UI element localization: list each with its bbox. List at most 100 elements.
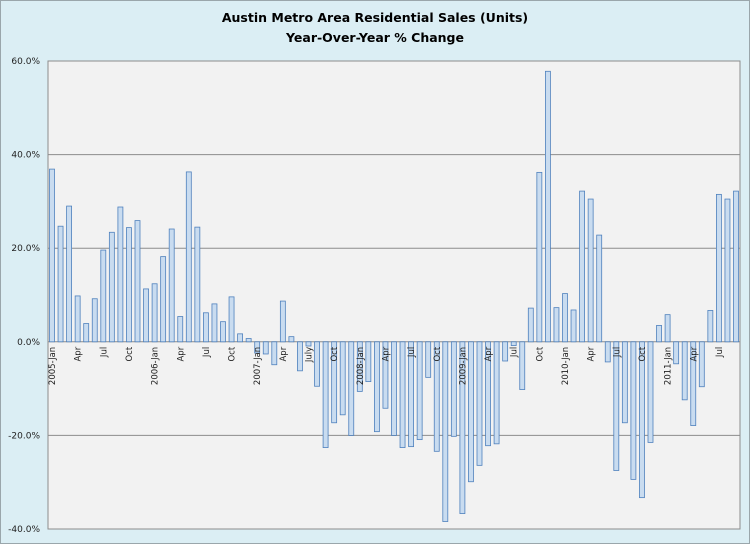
bar xyxy=(49,168,55,343)
bar xyxy=(143,288,149,343)
bar xyxy=(271,341,278,366)
bar xyxy=(245,338,252,343)
bar xyxy=(527,307,534,343)
bar xyxy=(724,198,731,343)
bar xyxy=(365,341,372,382)
bar xyxy=(433,341,440,452)
x-tick-label: Apr xyxy=(587,346,597,361)
bar xyxy=(621,341,628,424)
x-tick-label: 2005-Jan xyxy=(48,347,58,385)
bar xyxy=(690,341,697,426)
bar xyxy=(220,321,226,343)
y-tick-label: 20.0% xyxy=(11,244,40,254)
bar xyxy=(83,323,90,343)
bar xyxy=(425,341,432,378)
x-tick-label: Jul xyxy=(202,347,212,358)
bar xyxy=(305,341,312,347)
bar xyxy=(66,205,72,343)
bar xyxy=(596,234,603,343)
bar xyxy=(647,341,654,443)
x-tick-label: 2006-Jan xyxy=(151,347,161,385)
bar xyxy=(262,341,269,355)
y-tick-label: -20.0% xyxy=(8,431,40,441)
bar xyxy=(604,341,611,363)
bar xyxy=(656,325,662,343)
bar xyxy=(707,310,714,343)
bar xyxy=(74,295,81,343)
bar xyxy=(502,341,509,362)
bar xyxy=(553,307,560,343)
bar xyxy=(664,314,671,343)
x-tick-label: Apr xyxy=(176,346,186,361)
bar xyxy=(468,341,474,483)
bar xyxy=(177,316,184,343)
bar xyxy=(442,341,449,522)
x-tick-label: 2008-Jan xyxy=(356,347,366,385)
bar xyxy=(194,226,201,343)
bar xyxy=(613,341,620,471)
x-tick-label: Apr xyxy=(484,346,494,361)
bar xyxy=(185,171,192,343)
bar xyxy=(391,341,397,436)
x-tick-label: 2011-Jan xyxy=(664,347,674,385)
bar xyxy=(314,341,320,387)
y-tick-label: 40.0% xyxy=(11,151,40,161)
bar xyxy=(117,206,124,343)
bar xyxy=(237,333,244,343)
bar xyxy=(151,283,158,343)
x-tick-label: July xyxy=(305,347,315,363)
bar xyxy=(382,341,389,409)
bar xyxy=(373,341,380,433)
bar xyxy=(100,249,107,343)
bar xyxy=(545,70,551,343)
bar xyxy=(536,171,543,343)
x-tick-label: Apr xyxy=(381,346,391,361)
bar xyxy=(202,312,209,343)
bar xyxy=(322,341,329,448)
x-tick-label: Oct xyxy=(228,346,238,361)
x-tick-label: Jul xyxy=(510,347,520,358)
bar xyxy=(476,341,483,466)
bar xyxy=(211,303,218,343)
bar xyxy=(348,341,355,436)
bar xyxy=(698,341,705,388)
bar xyxy=(408,341,415,448)
bar xyxy=(673,341,680,365)
x-tick-label: Apr xyxy=(279,346,289,361)
bar xyxy=(228,296,235,343)
bar xyxy=(519,341,526,390)
y-tick-label: -40.0% xyxy=(8,525,40,535)
bar xyxy=(493,341,500,445)
bar xyxy=(297,341,303,372)
bar xyxy=(108,231,115,343)
bar xyxy=(279,300,286,343)
bar xyxy=(288,336,295,343)
bar xyxy=(126,227,132,343)
x-tick-label: Apr xyxy=(689,346,699,361)
y-tick-label: 0.0% xyxy=(17,338,40,348)
bar xyxy=(356,341,363,392)
x-tick-label: Jul xyxy=(407,347,417,358)
chart-title: Austin Metro Area Residential Sales (Uni… xyxy=(221,10,529,25)
bar xyxy=(57,225,64,343)
bar xyxy=(459,341,466,514)
bar xyxy=(160,256,167,343)
bar xyxy=(450,341,457,437)
bar xyxy=(733,190,739,343)
x-tick-label: Oct xyxy=(125,346,135,361)
bar xyxy=(134,220,141,343)
bar xyxy=(562,293,568,343)
bar xyxy=(579,190,585,343)
bar xyxy=(485,341,491,447)
bar xyxy=(254,341,261,354)
x-tick-label: Jul xyxy=(715,347,725,358)
x-tick-label: Apr xyxy=(74,346,84,361)
bar xyxy=(339,341,346,416)
x-tick-label: Oct xyxy=(535,346,545,361)
bar xyxy=(630,341,637,480)
x-tick-label: Oct xyxy=(638,346,648,361)
x-tick-label: 2010-Jan xyxy=(561,347,571,385)
bar xyxy=(570,309,577,343)
bar xyxy=(510,341,517,346)
